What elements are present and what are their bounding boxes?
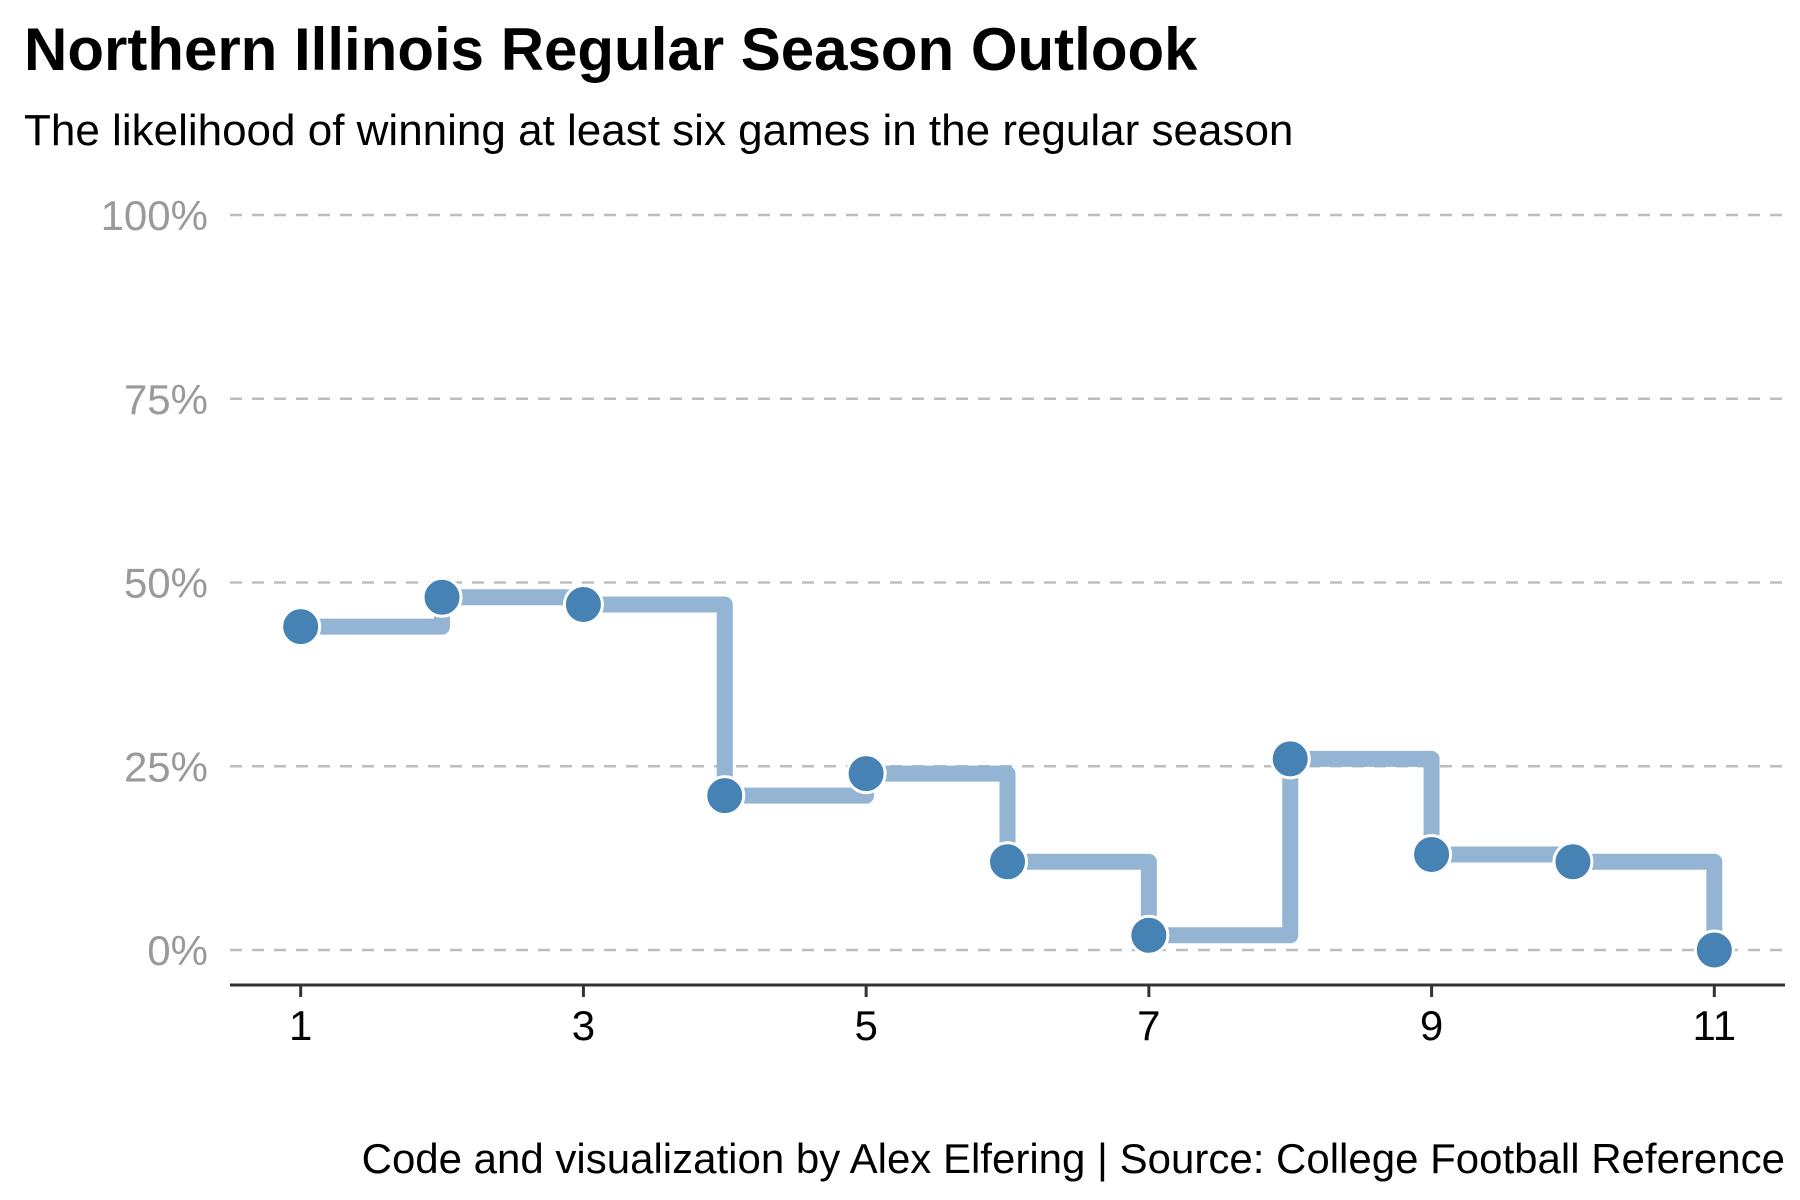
x-tick-label: 1 [289,1002,312,1049]
y-tick-label: 100% [101,192,208,239]
y-axis-ticks: 0% 25% 50% 75% 100% [101,192,208,974]
y-tick-label: 0% [147,927,208,974]
data-point [1411,833,1453,875]
step-line [292,589,1723,958]
data-point [1552,841,1594,883]
chart-subtitle: The likelihood of winning at least six g… [24,106,1293,155]
x-tick-label: 5 [854,1002,877,1049]
data-point [1128,914,1170,956]
data-points [280,576,1735,971]
data-point [987,841,1028,883]
y-tick-label: 50% [124,560,208,607]
data-point [280,606,322,648]
data-point [421,576,463,618]
x-tick-label: 11 [1693,1002,1737,1049]
data-point [1693,929,1735,971]
data-point [845,753,887,795]
data-point [562,584,604,626]
y-tick-label: 75% [124,376,208,423]
data-point [1269,738,1311,780]
chart-title: Northern Illinois Regular Season Outlook [24,16,1198,83]
x-axis-ticks: 1 3 5 7 9 11 [289,985,1736,1049]
chart-caption: Code and visualization by Alex Elfering … [362,1135,1785,1182]
data-point [704,775,746,817]
x-tick-label: 9 [1420,1002,1443,1049]
x-tick-label: 7 [1137,1002,1160,1049]
y-tick-label: 25% [124,743,208,790]
x-tick-label: 3 [572,1002,595,1049]
